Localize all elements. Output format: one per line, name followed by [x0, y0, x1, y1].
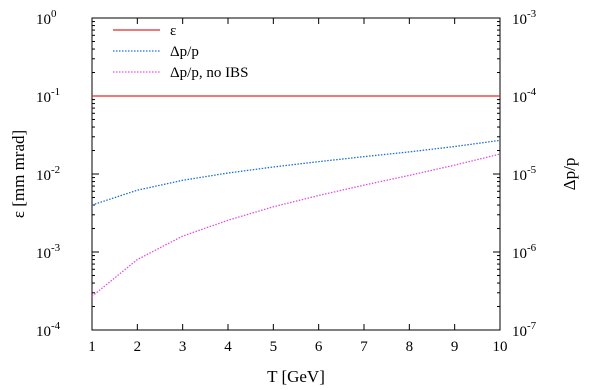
y-axis-left: 100 10-1 10-2 10-3 10-4: [36, 8, 99, 340]
x-tick-label: 9: [451, 339, 459, 355]
y-tick-label: 10-5: [512, 164, 537, 184]
legend-label: Δp/p, no IBS: [170, 65, 248, 81]
x-tick-label: 4: [224, 339, 232, 355]
plot-frame: [91, 17, 501, 331]
series-group: [91, 95, 501, 297]
x-tick-label: 2: [134, 339, 142, 355]
x-tick-label: 8: [406, 339, 414, 355]
x-axis-label: T [GeV]: [267, 367, 325, 386]
y-tick-label: 10-3: [512, 8, 537, 28]
x-tick-label: 6: [315, 339, 323, 355]
legend: ε Δp/p Δp/p, no IBS: [113, 23, 248, 81]
series-line-2: [91, 139, 501, 206]
y-tick-label: 10-7: [512, 320, 537, 340]
x-tick-label: 10: [493, 339, 508, 355]
y-tick-label: 10-2: [36, 164, 60, 184]
x-tick-label: 5: [270, 339, 278, 355]
y-tick-label: 10-1: [36, 86, 60, 106]
y-tick-label: 100: [36, 8, 57, 28]
y-axis-left-label: ε [mm mrad]: [9, 130, 28, 218]
legend-label: ε: [170, 23, 176, 39]
y-axis-right: 10-3 10-4 10-5 10-6 10-7: [493, 8, 537, 340]
y-tick-label: 10-4: [512, 86, 537, 106]
y-tick-label: 10-4: [36, 320, 61, 340]
series-line-3: [91, 153, 501, 297]
y-tick-label: 10-3: [36, 242, 61, 262]
x-tick-label: 3: [179, 339, 187, 355]
y-tick-label: 10-6: [512, 242, 537, 262]
x-tick-label: 1: [88, 339, 96, 355]
x-axis: 1 2 3 4 5 6 7 8 9 10: [88, 18, 508, 355]
y-axis-right-label: Δp/p: [560, 158, 579, 191]
x-tick-label: 7: [360, 339, 368, 355]
legend-label: Δp/p: [170, 44, 199, 60]
